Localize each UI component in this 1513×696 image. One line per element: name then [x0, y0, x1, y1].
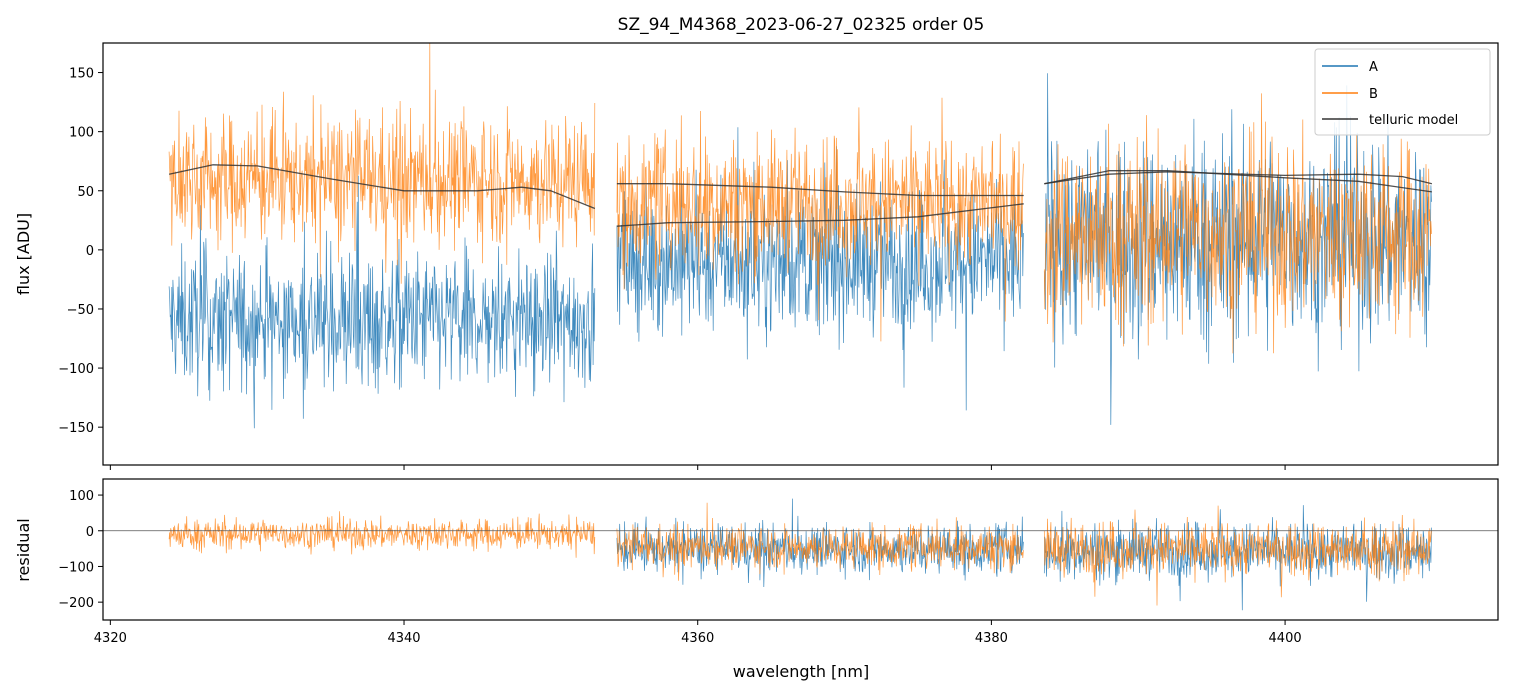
- x-tick-label: 4400: [1269, 631, 1302, 646]
- legend-label-telluric: telluric model: [1369, 113, 1458, 128]
- residual-plot-area: [103, 498, 1498, 611]
- flux-plot-area: [168, 43, 1433, 429]
- series-b-residual-segment-2: [616, 502, 1024, 581]
- series-a-flux-segment-1: [168, 175, 596, 429]
- residual-y-tick-label: −100: [58, 560, 94, 575]
- residual-y-tick-label: −200: [58, 596, 94, 611]
- legend-label-a: A: [1369, 60, 1378, 75]
- x-tick-label: 4360: [681, 631, 714, 646]
- series-b-residual-segment-3: [1043, 505, 1432, 606]
- residual-axes-frame: [102, 478, 1499, 621]
- telluric-model-curve-5: [1044, 170, 1432, 193]
- residual-y-tick-label: 100: [69, 489, 94, 504]
- flux-y-tick-label: 150: [69, 67, 94, 82]
- x-tick-label: 4340: [387, 631, 420, 646]
- flux-axes-frame: [102, 42, 1499, 466]
- legend: A B telluric model: [1314, 48, 1491, 136]
- flux-y-tick-label: −100: [58, 362, 94, 377]
- telluric-model-curve-2: [616, 183, 1024, 197]
- series-b-flux-segment-1: [168, 43, 596, 284]
- telluric-model-curve-1: [168, 164, 596, 210]
- flux-x-ticks: [109, 465, 1286, 470]
- residual-panel: 100 0 −100 −200 4320 4340 4360 4380 4400 residu…: [14, 478, 1499, 646]
- flux-y-tick-label: −50: [67, 303, 94, 318]
- flux-y-axis-label: flux [ADU]: [14, 213, 33, 295]
- residual-y-axis-label: residual: [14, 518, 33, 581]
- series-b-flux-segment-3: [1043, 93, 1432, 354]
- series-b-flux-segment-2: [616, 97, 1024, 342]
- flux-y-ticks: 150 100 50 0 −50 −100 −150: [58, 67, 103, 436]
- x-tick-label: 4320: [94, 631, 127, 646]
- x-tick-label: 4380: [975, 631, 1008, 646]
- flux-y-tick-label: 0: [86, 244, 94, 259]
- x-axis-label: wavelength [nm]: [733, 662, 870, 681]
- telluric-model-curve-4: [1044, 171, 1433, 185]
- legend-label-b: B: [1369, 87, 1378, 102]
- residual-y-tick-label: 0: [86, 525, 94, 540]
- chart-title: SZ_94_M4368_2023-06-27_02325 order 05: [618, 15, 985, 35]
- residual-y-ticks: 100 0 −100 −200: [58, 489, 103, 611]
- series-b-residual-segment-1: [168, 511, 596, 558]
- legend-box: [1314, 48, 1491, 136]
- residual-x-ticks: 4320 4340 4360 4380 4400: [94, 620, 1302, 646]
- flux-y-tick-label: 100: [69, 126, 94, 141]
- flux-panel: 150 100 50 0 −50 −100 −150 flux [ADU] A B tell…: [14, 42, 1499, 470]
- flux-y-tick-label: −150: [58, 421, 94, 436]
- telluric-model-curve-3: [616, 203, 1024, 227]
- series-a-residual-segment-2: [616, 498, 1024, 588]
- flux-y-tick-label: 50: [77, 185, 94, 200]
